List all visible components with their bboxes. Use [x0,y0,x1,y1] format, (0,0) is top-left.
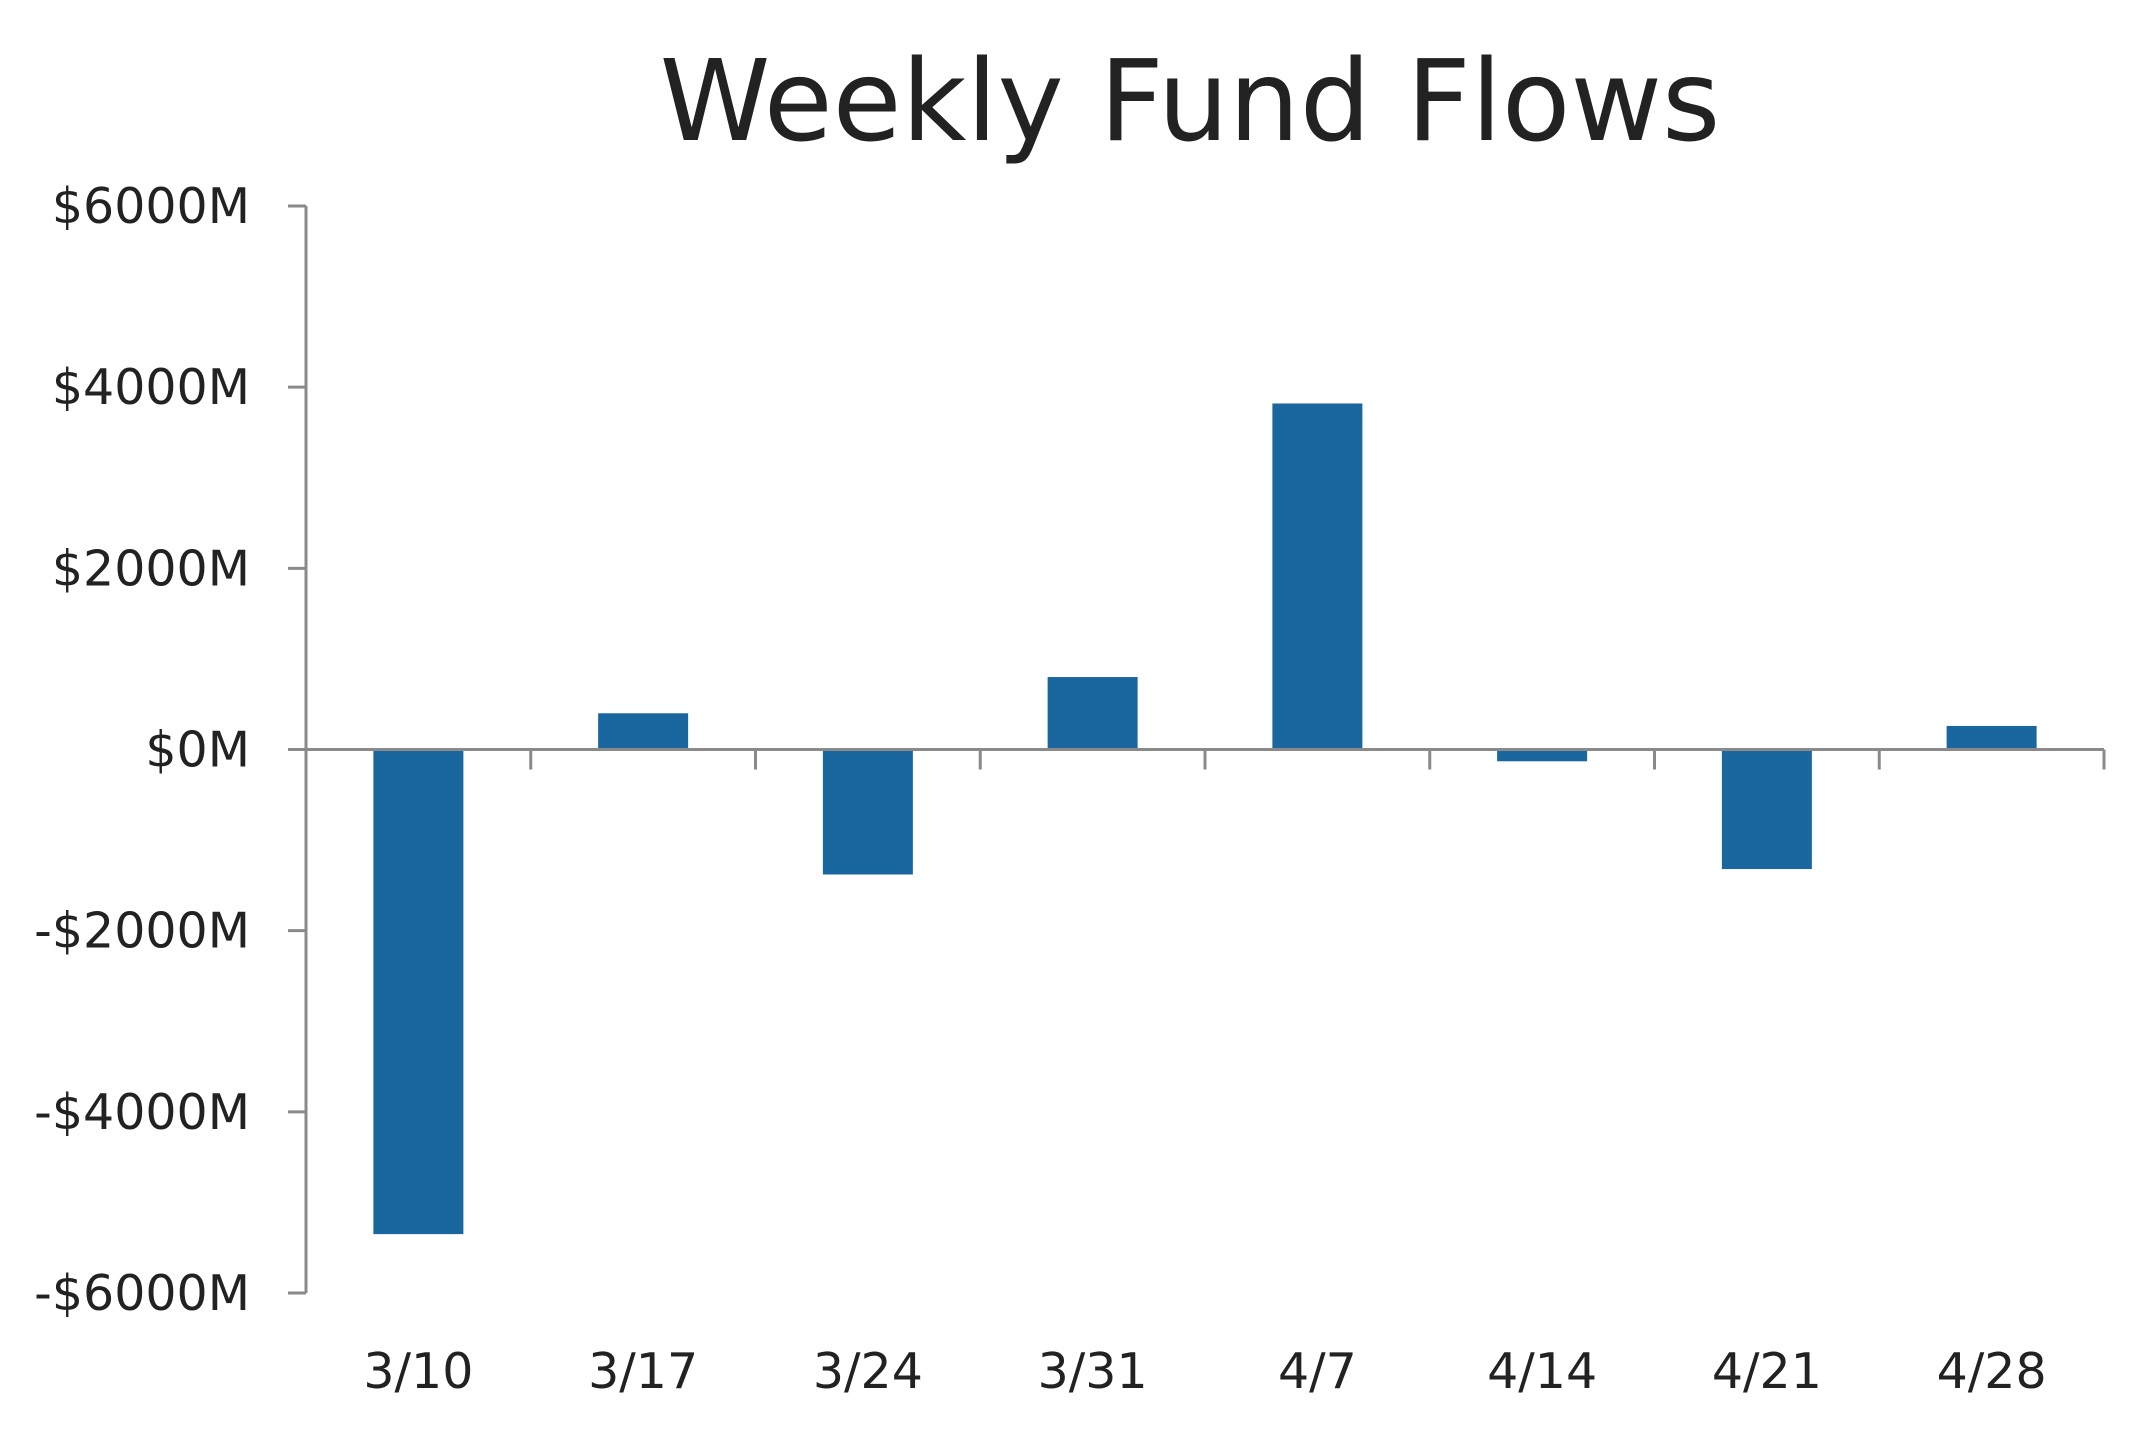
bar-4-7 [1272,403,1363,750]
y-axis: $6000M $4000M $2000M $0M -$2000M -$4000M -$600… [34,178,308,1322]
x-axis: 3/10 3/17 3/24 3/31 4/7 4/14 4/21 4/28 [306,748,2106,1400]
y-tick-label: $6000M [52,178,250,235]
y-tick-label: $4000M [52,359,250,416]
x-tick-label: 3/31 [1038,1343,1148,1400]
bar-4-14 [1497,749,1588,762]
y-tick-label: -$6000M [34,1265,250,1322]
bar-4-21 [1721,749,1812,870]
y-tick-label: $0M [145,722,250,779]
bar-3-31 [1047,677,1138,750]
bar-4-28 [1946,725,2037,750]
bars-group [373,403,2037,1235]
x-tick-label: 4/21 [1712,1343,1822,1400]
x-tick-label: 3/10 [363,1343,473,1400]
bar-3-24 [822,749,913,875]
x-tick-label: 4/7 [1278,1343,1357,1400]
x-tick-label: 4/14 [1487,1343,1597,1400]
y-tick-label: -$4000M [34,1084,250,1141]
chart-title: Weekly Fund Flows [660,37,1721,167]
bar-3-10 [373,749,464,1235]
x-tick-label: 3/24 [813,1343,923,1400]
y-tick-label: $2000M [52,540,250,597]
x-tick-label: 3/17 [588,1343,698,1400]
bar-3-17 [598,713,689,750]
x-tick-label: 4/28 [1937,1343,2047,1400]
y-tick-label: -$2000M [34,903,250,960]
